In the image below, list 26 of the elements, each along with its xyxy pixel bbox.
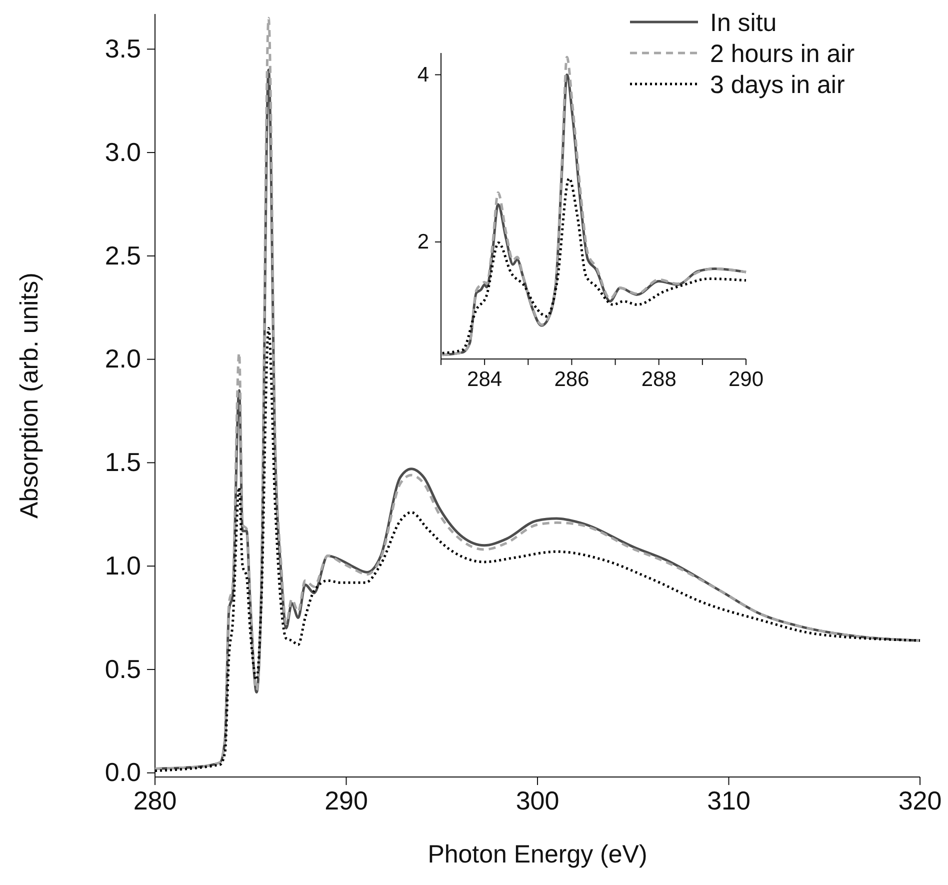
y-tick-label: 3.5 xyxy=(104,33,141,64)
legend-label: 2 hours in air xyxy=(710,40,855,68)
line-series xyxy=(441,177,748,354)
y-tick-label: 2.0 xyxy=(104,344,141,374)
y-tick-label: 0.5 xyxy=(104,654,141,684)
y-tick-label: 2.5 xyxy=(104,240,141,270)
y-tick-label: 1.5 xyxy=(104,447,141,478)
x-tick-label: 290 xyxy=(324,785,368,816)
y-tick-label: 0.0 xyxy=(104,757,141,788)
y-axis-title: Absorption (arb. units) xyxy=(16,272,44,518)
legend-label: In situ xyxy=(710,8,777,37)
x-tick-label: 310 xyxy=(707,785,750,816)
x-tick-label: 288 xyxy=(641,368,676,391)
y-tick-label: 2 xyxy=(417,230,429,254)
x-tick-label: 300 xyxy=(516,785,560,816)
y-tick-label: 3.0 xyxy=(104,136,141,167)
line-series xyxy=(154,327,922,772)
legend-label: 3 days in air xyxy=(710,70,845,99)
y-tick-label: 1.0 xyxy=(104,550,141,580)
x-tick-label: 284 xyxy=(467,368,502,391)
y-tick-label: 4 xyxy=(417,63,430,86)
x-tick-label: 290 xyxy=(728,368,764,391)
x-tick-label: 320 xyxy=(898,785,942,816)
x-tick-label: 286 xyxy=(554,368,590,391)
x-tick-label: 280 xyxy=(133,785,177,816)
x-axis-title: Photon Energy (eV) xyxy=(428,840,648,868)
